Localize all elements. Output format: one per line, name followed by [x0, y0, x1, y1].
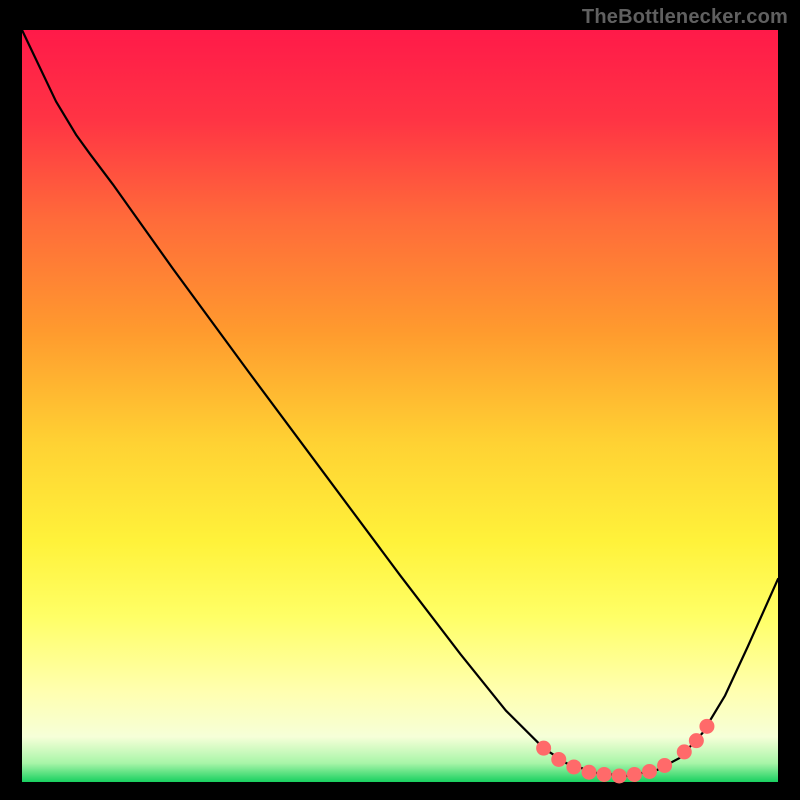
marker-dot [612, 768, 627, 783]
marker-dot [566, 759, 581, 774]
marker-dot [699, 719, 714, 734]
marker-dot [582, 765, 597, 780]
gradient-background [22, 30, 778, 782]
marker-dot [677, 744, 692, 759]
marker-dot [689, 733, 704, 748]
marker-dot [597, 767, 612, 782]
marker-dot [627, 767, 642, 782]
marker-dot [642, 764, 657, 779]
chart-container: TheBottlenecker.com [0, 0, 800, 800]
marker-dot [536, 741, 551, 756]
marker-dot [657, 758, 672, 773]
marker-dot [551, 752, 566, 767]
chart-svg [0, 0, 800, 800]
